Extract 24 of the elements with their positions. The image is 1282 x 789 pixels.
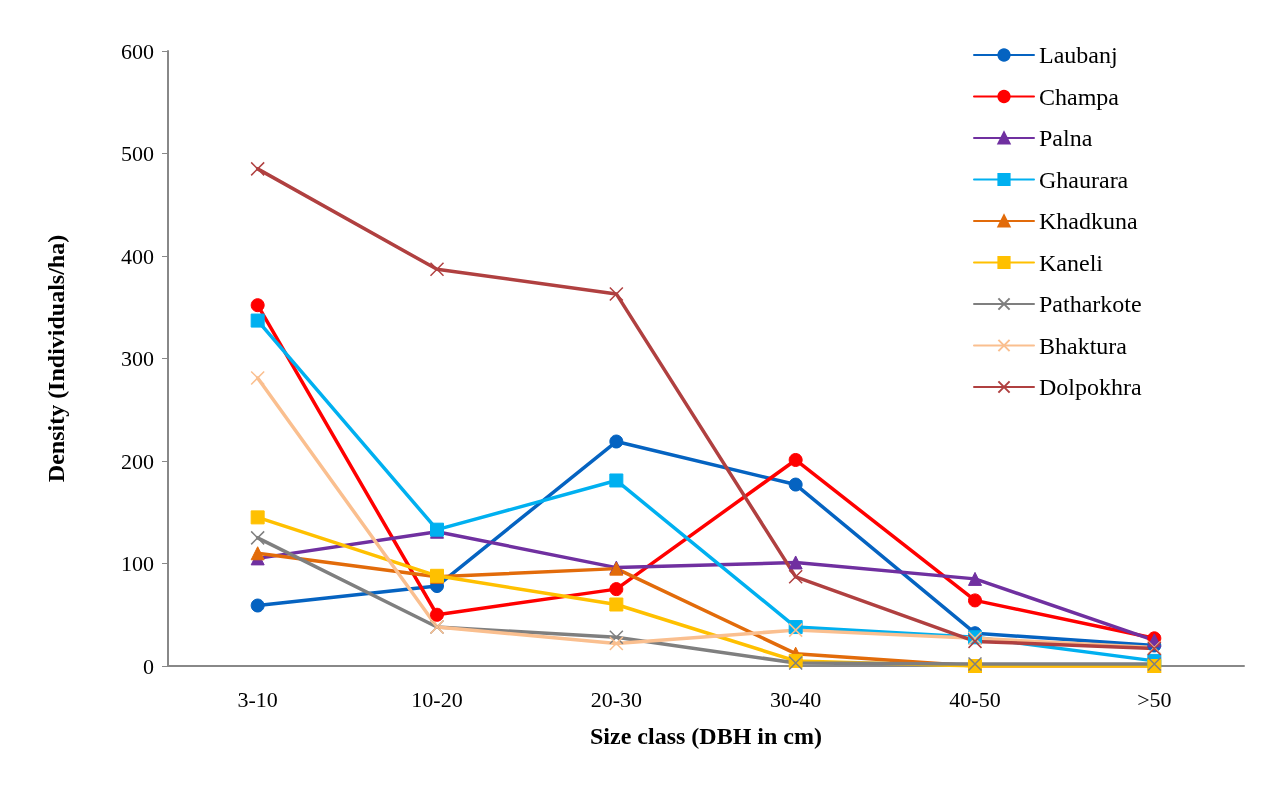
x-tick-label: 3-10 — [237, 686, 278, 712]
x-tick-label: 10-20 — [411, 686, 463, 712]
y-tick-label: 600 — [121, 38, 154, 64]
x-tick-label: 30-40 — [770, 686, 822, 712]
y-axis-title: Density (Individuals/ha) — [43, 234, 69, 483]
y-tick-label: 400 — [121, 243, 154, 269]
legend-label: Bhaktura — [1039, 332, 1128, 359]
legend-label: Kaneli — [1039, 249, 1104, 276]
x-tick-label: 20-30 — [590, 686, 642, 712]
y-tick-label: 0 — [143, 653, 154, 679]
legend-label: Palna — [1039, 125, 1093, 151]
y-tick-label: 100 — [121, 551, 154, 576]
legend-label: Champa — [1039, 83, 1120, 110]
y-tick-label: 500 — [121, 141, 154, 166]
x-axis-title: Size class (DBH in cm) — [590, 723, 822, 749]
y-tick-label: 200 — [121, 448, 154, 474]
y-tick-label: 300 — [121, 346, 154, 371]
x-tick-label: 40-50 — [949, 686, 1001, 712]
x-tick-label: >50 — [1137, 686, 1172, 712]
legend-label: Dolpokhra — [1039, 374, 1142, 400]
legend-label: Khadkuna — [1039, 208, 1138, 234]
legend-label: Ghaurara — [1039, 166, 1129, 193]
legend-label: Laubanj — [1039, 42, 1118, 68]
legend-label: Patharkote — [1039, 291, 1142, 317]
